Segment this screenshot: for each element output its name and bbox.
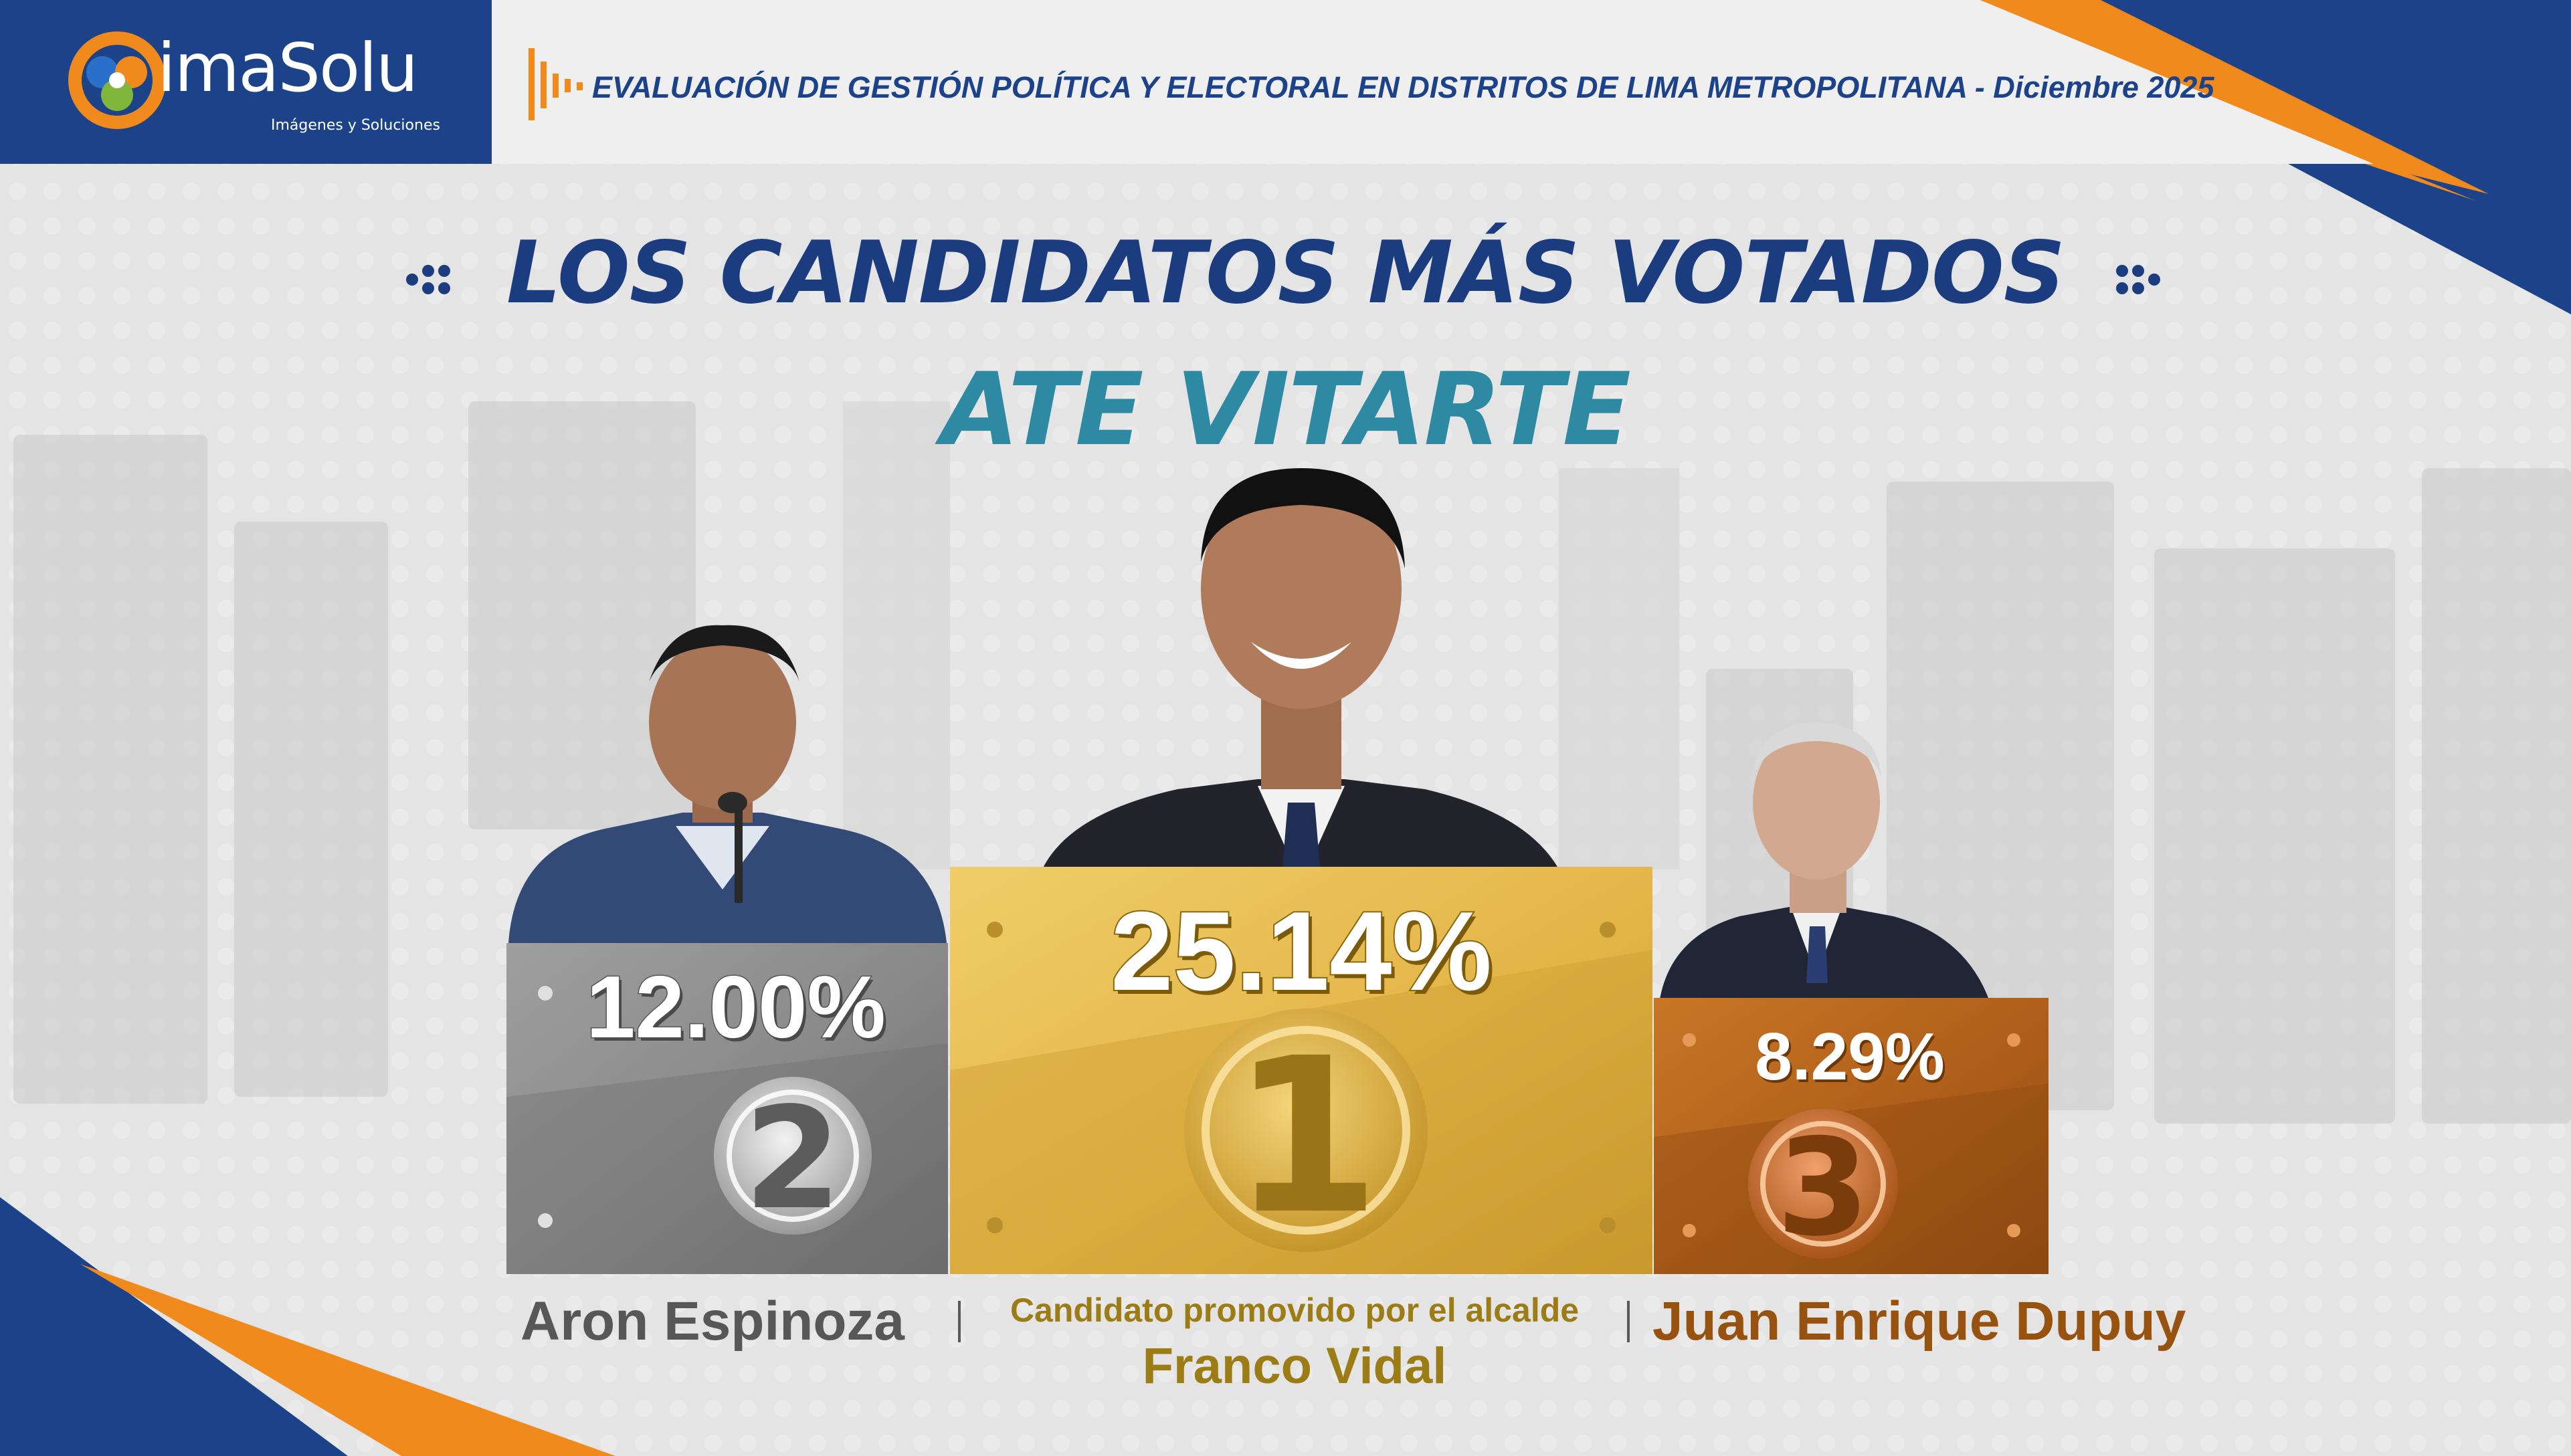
value-label-juan: 8.29% — [1755, 1019, 1945, 1094]
candidate-photo-aron — [508, 625, 947, 943]
chart-subtitle: ATE VITARTE — [941, 352, 1631, 468]
brand-name: imaSolu — [157, 29, 418, 107]
category-label-juan: Juan Enrique Dupuy — [1652, 1291, 2186, 1352]
podium-block-2 — [506, 943, 948, 1274]
rank-label-2: 2 — [744, 1077, 842, 1241]
chart-title: LOS CANDIDATOS MÁS VOTADOS — [506, 223, 2065, 323]
brand-tagline: Imágenes y Soluciones — [271, 117, 440, 134]
candidate-note-franco: Candidato promovido por el alcalde — [1010, 1291, 1580, 1329]
candidate-photo-franco — [1037, 468, 1565, 883]
separator — [1627, 1301, 1630, 1342]
rank-label-3: 3 — [1776, 1110, 1869, 1266]
sound-wave-icon — [529, 48, 583, 120]
rank-label-1: 1 — [1232, 1013, 1381, 1261]
podium-block-3 — [1654, 998, 2049, 1274]
value-label-aron: 12.00% — [585, 958, 887, 1056]
value-label-franco: 25.14% — [1109, 888, 1493, 1014]
dot-cluster-icon — [406, 265, 2160, 294]
header-title: EVALUACIÓN DE GESTIÓN POLÍTICA Y ELECTOR… — [592, 70, 2214, 104]
category-label-franco: Franco Vidal — [1142, 1338, 1447, 1394]
separator — [958, 1301, 961, 1342]
candidate-photo-juan — [1659, 722, 1990, 1003]
category-label-aron: Aron Espinoza — [520, 1291, 905, 1352]
logo-icon — [68, 31, 166, 129]
podium-block-1 — [950, 867, 1652, 1274]
